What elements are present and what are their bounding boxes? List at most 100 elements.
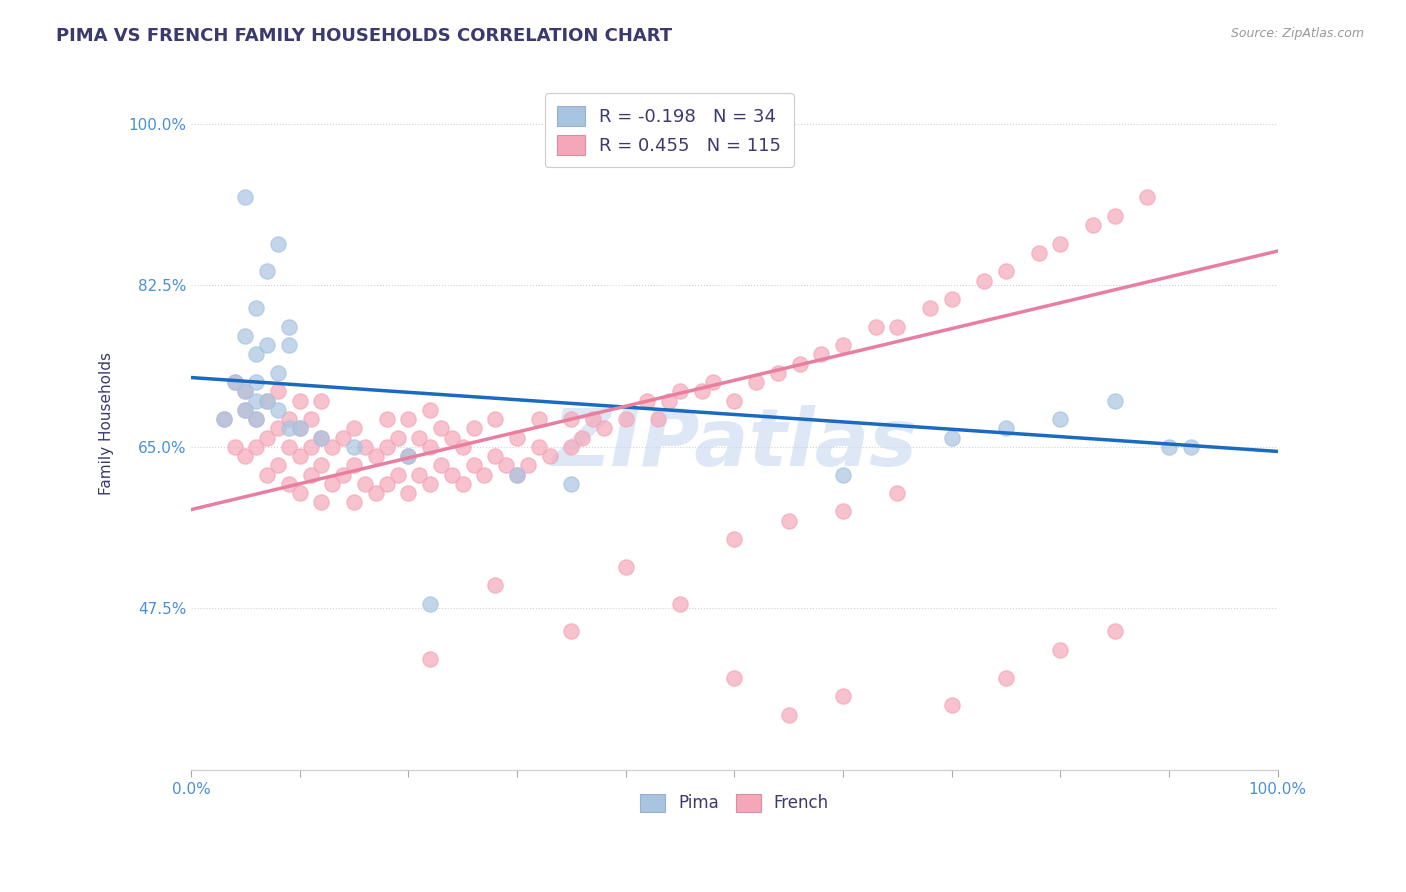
Point: [941, 292, 963, 306]
Point: [396, 486, 419, 500]
Point: [474, 467, 496, 482]
Point: [778, 707, 800, 722]
Point: [387, 431, 409, 445]
Point: [560, 476, 582, 491]
Point: [778, 514, 800, 528]
Point: [723, 393, 745, 408]
Point: [614, 412, 637, 426]
Point: [538, 449, 561, 463]
Point: [941, 698, 963, 713]
Point: [593, 421, 616, 435]
Point: [364, 486, 387, 500]
Point: [277, 476, 299, 491]
Point: [832, 338, 855, 352]
Point: [212, 412, 235, 426]
Point: [235, 384, 257, 399]
Point: [256, 431, 278, 445]
Point: [256, 264, 278, 278]
Point: [235, 402, 257, 417]
Point: [375, 440, 398, 454]
Point: [723, 671, 745, 685]
Point: [1104, 393, 1126, 408]
Point: [1049, 236, 1071, 251]
Point: [766, 366, 789, 380]
Point: [235, 384, 257, 399]
Point: [647, 412, 669, 426]
Point: [396, 412, 419, 426]
Point: [299, 412, 322, 426]
Point: [419, 402, 441, 417]
Point: [311, 458, 333, 473]
Point: [1180, 440, 1202, 454]
Text: ZIPatlas: ZIPatlas: [553, 406, 917, 483]
Point: [245, 375, 267, 389]
Point: [267, 236, 290, 251]
Point: [245, 412, 267, 426]
Point: [288, 421, 311, 435]
Point: [364, 449, 387, 463]
Point: [408, 467, 430, 482]
Point: [354, 476, 377, 491]
Point: [256, 467, 278, 482]
Point: [636, 393, 658, 408]
Point: [1028, 246, 1050, 260]
Point: [1136, 190, 1159, 204]
Point: [614, 559, 637, 574]
Point: [277, 319, 299, 334]
Point: [224, 440, 246, 454]
Point: [224, 375, 246, 389]
Point: [506, 431, 529, 445]
Point: [256, 393, 278, 408]
Point: [408, 431, 430, 445]
Point: [267, 384, 290, 399]
Point: [267, 421, 290, 435]
Point: [212, 412, 235, 426]
Point: [690, 384, 713, 399]
Point: [343, 458, 366, 473]
Point: [995, 671, 1018, 685]
Point: [463, 458, 485, 473]
Legend: Pima, French: Pima, French: [628, 782, 841, 824]
Point: [311, 393, 333, 408]
Point: [321, 440, 343, 454]
Point: [832, 504, 855, 518]
Point: [224, 375, 246, 389]
Point: [973, 274, 995, 288]
Point: [354, 440, 377, 454]
Point: [484, 449, 506, 463]
Point: [658, 393, 681, 408]
Point: [560, 412, 582, 426]
Point: [1081, 218, 1104, 232]
Point: [375, 476, 398, 491]
Point: [288, 393, 311, 408]
Point: [267, 402, 290, 417]
Point: [256, 338, 278, 352]
Point: [495, 458, 517, 473]
Point: [440, 467, 463, 482]
Point: [419, 440, 441, 454]
Point: [506, 467, 529, 482]
Point: [288, 449, 311, 463]
Point: [332, 431, 354, 445]
Point: [235, 190, 257, 204]
Point: [484, 412, 506, 426]
Point: [941, 431, 963, 445]
Point: [832, 689, 855, 703]
Point: [463, 421, 485, 435]
Point: [419, 476, 441, 491]
Point: [440, 431, 463, 445]
Text: Source: ZipAtlas.com: Source: ZipAtlas.com: [1230, 27, 1364, 40]
Y-axis label: Family Households: Family Households: [100, 352, 114, 495]
Point: [311, 495, 333, 509]
Point: [527, 412, 550, 426]
Point: [745, 375, 768, 389]
Point: [810, 347, 832, 361]
Point: [560, 440, 582, 454]
Point: [299, 440, 322, 454]
Point: [865, 319, 887, 334]
Point: [560, 624, 582, 639]
Point: [1157, 440, 1180, 454]
Point: [235, 329, 257, 343]
Text: PIMA VS FRENCH FAMILY HOUSEHOLDS CORRELATION CHART: PIMA VS FRENCH FAMILY HOUSEHOLDS CORRELA…: [56, 27, 672, 45]
Point: [343, 421, 366, 435]
